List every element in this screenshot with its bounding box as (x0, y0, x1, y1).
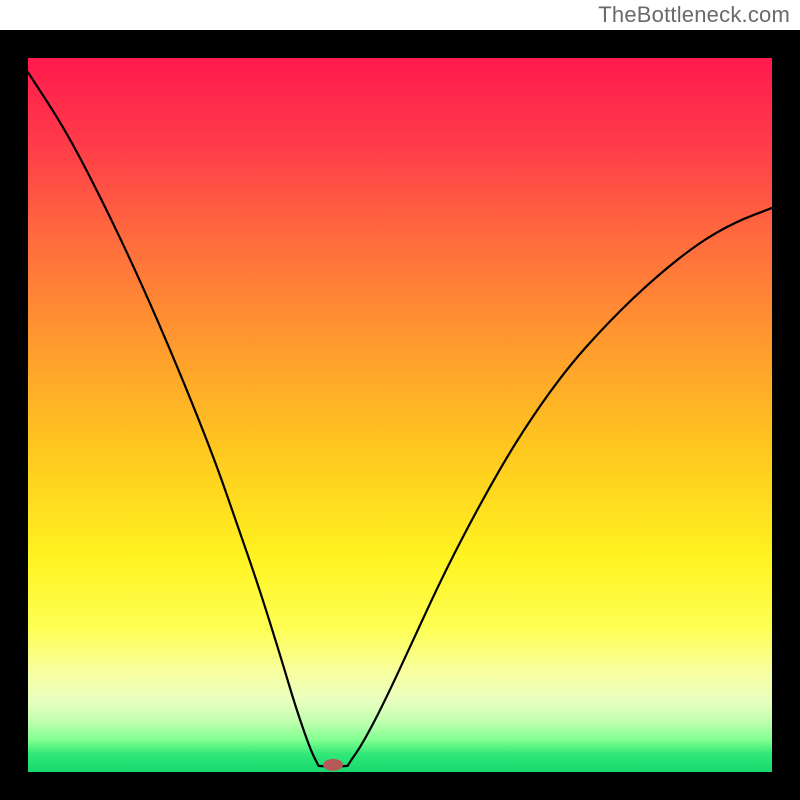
chart-background (28, 58, 772, 772)
bottleneck-chart (0, 0, 800, 800)
watermark-text: TheBottleneck.com (598, 2, 790, 28)
optimal-marker (323, 759, 343, 771)
